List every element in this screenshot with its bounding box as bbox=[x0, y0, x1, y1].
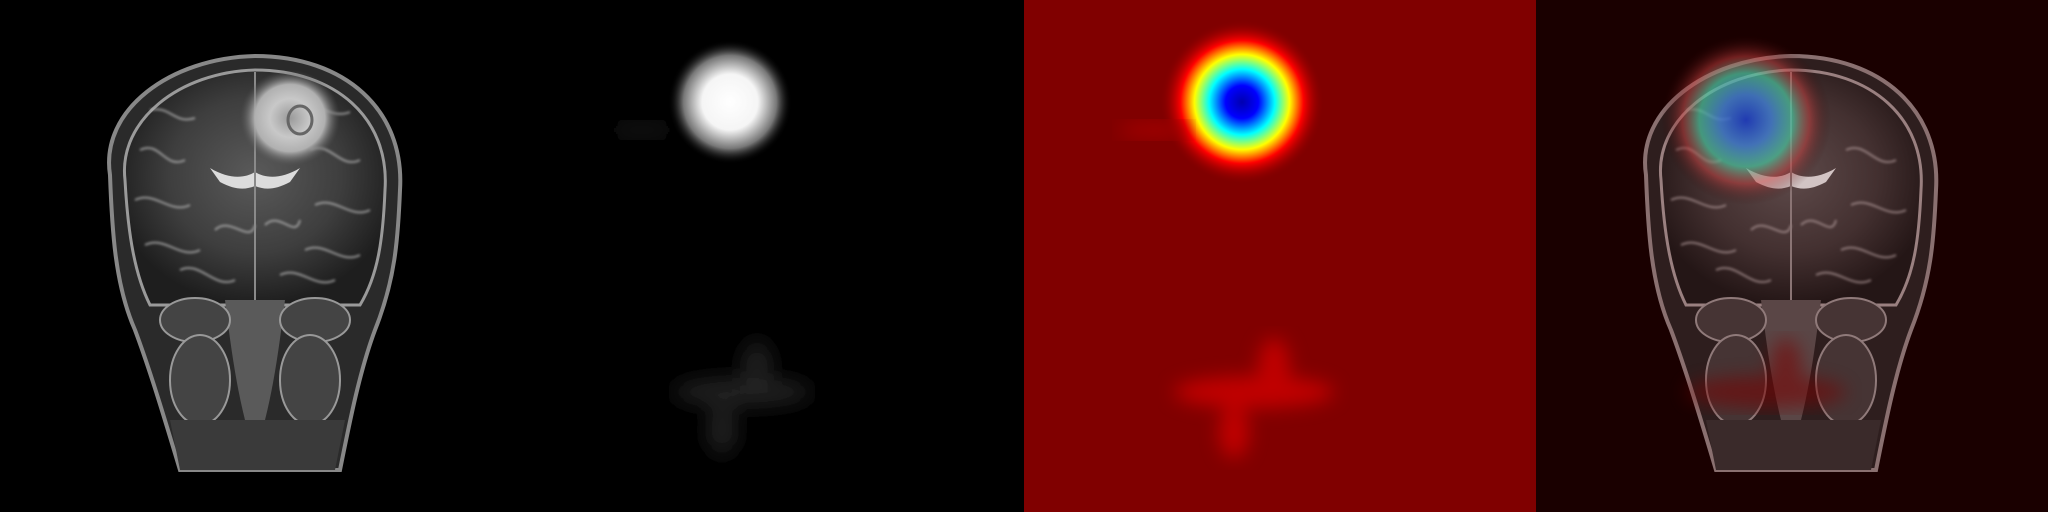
jet-colormap-heatmap-panel bbox=[1024, 0, 1536, 512]
heatmap-overlay-on-mri bbox=[1536, 0, 2048, 512]
jet-colormap-heatmap bbox=[1024, 0, 1536, 512]
grayscale-activation-map bbox=[512, 0, 1024, 512]
heatmap-overlay-on-mri-panel bbox=[1536, 0, 2048, 512]
mri-coronal-slice bbox=[0, 0, 512, 512]
mri-coronal-slice-panel bbox=[0, 0, 512, 512]
grayscale-activation-map-panel bbox=[512, 0, 1024, 512]
